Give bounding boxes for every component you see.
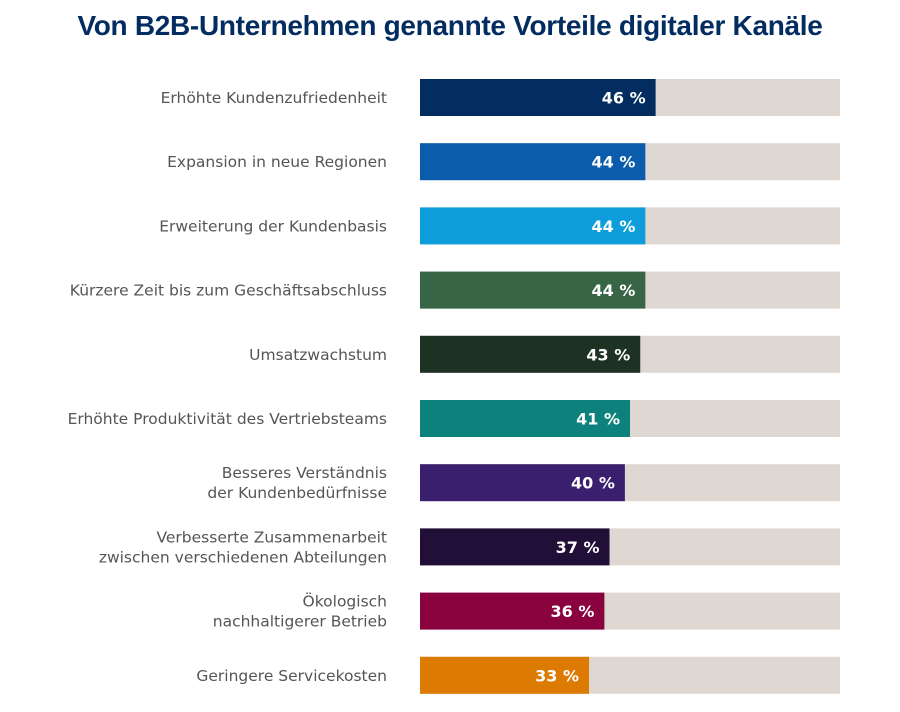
data-label: 41 % (576, 410, 620, 429)
bar (420, 335, 641, 373)
category-label-line: der Kundenbedürfnisse (207, 484, 387, 502)
category-label-line: Erweiterung der Kundenbasis (159, 217, 387, 235)
category-label: Expansion in neue Regionen (167, 153, 387, 171)
category-label: Erhöhte Kundenzufriedenheit (161, 89, 387, 107)
bar (420, 400, 630, 437)
category-label-line: Besseres Verständnis (222, 464, 387, 482)
category-label: Umsatzwachstum (249, 346, 387, 364)
bar-row: 44 % Kürzere Zeit bis zum Geschäftsabschl… (70, 271, 840, 309)
bar (420, 464, 625, 502)
bar (420, 656, 590, 694)
category-label: Verbesserte Zusammenarbeit zwischen versc… (99, 528, 387, 566)
data-label: 44 % (591, 153, 635, 172)
bar-row: 44 % Expansion in neue Regionen (167, 143, 840, 181)
data-label: 46 % (602, 89, 646, 108)
chart-title: Von B2B-Unternehmen genannte Vorteile di… (77, 10, 823, 41)
category-label-line: Geringere Servicekosten (196, 667, 387, 685)
data-label: 40 % (571, 474, 615, 493)
bar-row: 41 % Erhöhte Produktivität des Vertriebst… (68, 400, 840, 437)
category-label-line: Expansion in neue Regionen (167, 153, 387, 171)
data-label: 44 % (591, 217, 635, 236)
category-label: Erweiterung der Kundenbasis (159, 217, 387, 235)
data-label: 43 % (586, 345, 630, 364)
bar (420, 528, 610, 566)
category-label-line: zwischen verschiedenen Abteilungen (99, 548, 387, 566)
data-label: 44 % (591, 281, 635, 300)
bar-row: 33 % Geringere Servicekosten (196, 656, 840, 694)
category-label: Erhöhte Produktivität des Vertriebsteams (68, 410, 387, 428)
bar-row: 44 % Erweiterung der Kundenbasis (159, 207, 840, 245)
category-label-line: nachhaltigerer Betrieb (213, 613, 387, 631)
bar-row: 43 % Umsatzwachstum (249, 335, 840, 373)
bar (420, 592, 605, 630)
category-label-line: Verbesserte Zusammenarbeit (157, 528, 388, 546)
data-label: 36 % (551, 602, 595, 621)
bar (420, 207, 646, 245)
bar-row: 37 % Verbesserte Zusammenarbeit zwischen v… (99, 528, 840, 566)
bar (420, 271, 646, 309)
bar-row: 46 % Erhöhte Kundenzufriedenheit (161, 79, 840, 116)
bar-row: 40 % Besseres Verständnis der Kundenbedürf… (207, 464, 840, 502)
bar (420, 143, 646, 181)
category-label: Kürzere Zeit bis zum Geschäftsabschluss (70, 282, 387, 300)
data-label: 33 % (535, 666, 579, 685)
bar (420, 79, 656, 116)
category-label: Besseres Verständnis der Kundenbedürfniss… (207, 464, 387, 502)
category-label: Geringere Servicekosten (196, 667, 387, 685)
category-label-line: Kürzere Zeit bis zum Geschäftsabschluss (70, 282, 387, 300)
category-label-line: Erhöhte Kundenzufriedenheit (161, 89, 387, 107)
category-label-line: Umsatzwachstum (249, 346, 387, 364)
category-label-line: Ökologisch (303, 592, 387, 611)
category-label-line: Erhöhte Produktivität des Vertriebsteams (68, 410, 387, 428)
category-label: Ökologisch nachhaltigerer Betrieb (213, 592, 387, 631)
data-label: 37 % (556, 538, 600, 557)
bar-row: 36 % Ökologisch nachhaltigerer Betrieb (213, 592, 840, 631)
